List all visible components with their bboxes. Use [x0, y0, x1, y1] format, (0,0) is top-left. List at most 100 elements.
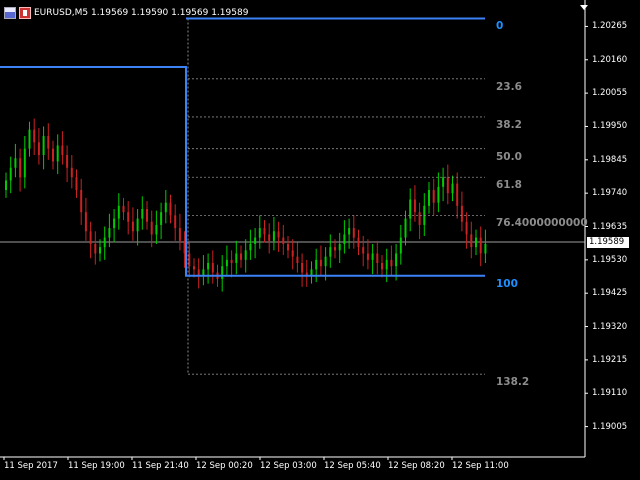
time-label: 12 Sep 00:20	[196, 461, 253, 471]
candle-body	[164, 202, 167, 213]
candle-body	[75, 177, 78, 190]
price-label: 1.19005	[592, 421, 628, 432]
chart-shift-marker-icon[interactable]	[580, 5, 588, 10]
candle-body	[70, 167, 73, 178]
flag-icon[interactable]	[19, 7, 31, 19]
price-label: 1.19950	[592, 121, 628, 132]
current-price-badge: 1.19589	[587, 237, 629, 248]
fibo-level-label: 138.2	[496, 376, 530, 389]
candle-body	[272, 231, 275, 241]
symbol-quote-text: EURUSD,M5 1.19569 1.19590 1.19569 1.1958…	[34, 8, 249, 18]
candle-body	[37, 142, 40, 156]
candle-body	[207, 263, 210, 270]
chart-title-bar: EURUSD,M5 1.19569 1.19590 1.19569 1.1958…	[4, 6, 248, 20]
candle-body	[240, 253, 242, 260]
candle-body	[66, 155, 69, 168]
candle-body	[428, 189, 430, 206]
candle-body	[334, 247, 336, 251]
candle-body	[89, 231, 92, 244]
candle-body	[263, 228, 266, 235]
candle-body	[169, 202, 172, 216]
candle-body	[33, 129, 36, 143]
fibo-level-label: 61.8	[496, 179, 522, 192]
candle-body	[399, 237, 402, 254]
price-label: 1.19320	[592, 321, 628, 332]
fibo-level-label: 38.2	[496, 118, 522, 131]
candle-body	[395, 253, 398, 267]
candle-body	[348, 228, 351, 235]
time-label: 11 Sep 19:00	[68, 461, 125, 471]
candle-body	[254, 237, 257, 244]
candle-body	[211, 263, 214, 273]
candle-body	[371, 253, 374, 260]
candle-body	[193, 266, 195, 270]
price-label: 1.19740	[592, 188, 628, 199]
candle-body	[225, 259, 228, 267]
price-axis[interactable]: 1.20265 1.20160 1.20055 1.19950 1.19845 1.197…	[586, 0, 640, 458]
candle-body	[277, 231, 280, 238]
candle-body	[409, 199, 412, 219]
candle-body	[484, 243, 487, 254]
candle-body	[465, 221, 468, 235]
candle-body	[385, 259, 388, 270]
candle-body	[291, 250, 294, 257]
candle-body	[117, 205, 120, 219]
candle-body	[188, 253, 191, 267]
candle-body	[315, 259, 318, 270]
price-label: 1.19530	[592, 254, 628, 265]
candle-body	[61, 145, 64, 156]
fibo-level-label: 0	[496, 20, 504, 33]
candle-body	[381, 263, 383, 270]
candle-body	[19, 158, 22, 178]
candle-body	[301, 263, 304, 273]
candle-body	[418, 212, 421, 225]
candle-body	[127, 212, 130, 222]
fibo-level-label: 50.0	[496, 150, 522, 163]
candle-body	[84, 212, 87, 232]
candle-body	[9, 167, 12, 181]
time-label: 12 Sep 03:00	[260, 461, 317, 471]
candle-body	[14, 158, 17, 168]
chart-window-icon[interactable]	[4, 7, 16, 19]
candle-body	[319, 259, 322, 267]
candle-body	[390, 259, 393, 267]
candle-body	[287, 243, 289, 251]
candle-body	[258, 228, 261, 238]
candle-body	[249, 243, 252, 251]
candle-body	[141, 209, 144, 219]
candle-body	[282, 237, 285, 244]
fibo-anchor-line	[0, 66, 188, 277]
candle-body	[174, 215, 177, 229]
candle-body	[94, 243, 97, 254]
candle-body	[352, 228, 355, 238]
candle-body	[338, 243, 341, 251]
candle-body	[329, 247, 332, 257]
candle-body	[470, 234, 473, 248]
candle-body	[442, 177, 445, 187]
candle-body	[413, 199, 416, 213]
price-label: 1.20055	[592, 88, 628, 99]
candle-body	[404, 218, 407, 238]
candle-body	[451, 183, 454, 194]
candle-body	[305, 272, 308, 276]
candle-body	[113, 218, 116, 229]
candle-body	[160, 212, 163, 225]
candle-body	[28, 129, 31, 149]
candle-body	[310, 269, 313, 276]
candle-body	[235, 253, 238, 264]
candle-body	[80, 189, 83, 213]
candle-body	[446, 177, 449, 194]
candle-body	[324, 256, 327, 267]
candle-body	[52, 148, 54, 162]
candle-body	[437, 186, 440, 203]
candle-body	[122, 205, 125, 213]
candle-body	[178, 228, 181, 241]
candle-body	[47, 135, 50, 149]
price-label: 1.20160	[592, 54, 628, 65]
candle-body	[99, 247, 101, 254]
candle-body	[197, 269, 200, 276]
candle-body	[131, 221, 134, 232]
candle-body	[202, 269, 205, 276]
